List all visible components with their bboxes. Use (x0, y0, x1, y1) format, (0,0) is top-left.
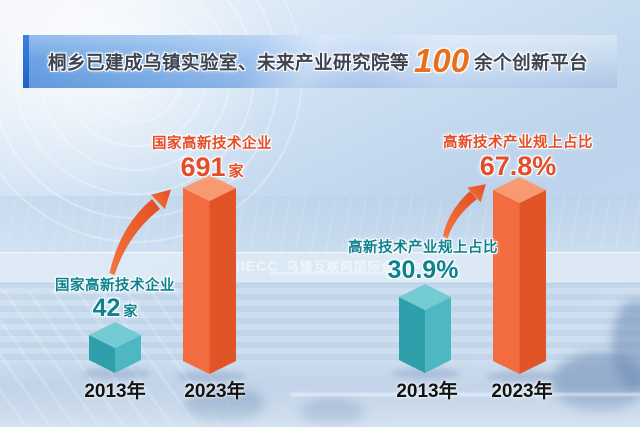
right-2023-value: 67.8% (436, 153, 600, 180)
right-2023-title: 高新技术产业规上占比 (443, 135, 593, 151)
left-bar-2013 (89, 322, 141, 373)
right-2013-title: 高新技术产业规上占比 (348, 240, 498, 256)
banner-accent-bar (23, 35, 29, 88)
right-2023-number: 67.8% (479, 151, 557, 181)
right-year-2023: 2023年 (491, 381, 553, 402)
left-2023-title: 国家高新技术企业 (152, 136, 272, 152)
left-2023-number: 691 (180, 152, 226, 182)
title-banner: 桐乡已建成乌镇实验室、未来产业研究院等 100 余个创新平台 (23, 35, 617, 88)
left-year-2023: 2023年 (184, 381, 246, 402)
left-2023-unit: 家 (228, 163, 244, 180)
bar-shadow (486, 371, 556, 382)
left-bar-2023 (183, 175, 236, 374)
left-2013-value: 42 家 (33, 296, 197, 321)
right-growth-arrow-icon (443, 184, 486, 239)
left-2023-value: 691 家 (130, 154, 294, 181)
background-fog (0, 385, 640, 427)
banner-sheen (29, 35, 617, 88)
right-year-2013: 2013年 (396, 381, 458, 402)
banner-background (29, 35, 617, 88)
left-2013-number: 42 (92, 294, 121, 322)
bar-shadow (82, 368, 150, 379)
right-2013-number: 30.9% (387, 256, 459, 284)
left-year-2013: 2013年 (84, 381, 146, 402)
right-bar-2023 (493, 177, 546, 374)
title-highlight-number: 100 (414, 41, 470, 79)
right-2013-value: 30.9% (342, 258, 504, 283)
left-2013-label: 国家高新技术企业 42 家 (33, 274, 197, 321)
building-sign: IIECC 乌镇互联网国际会展中心 (236, 256, 435, 276)
building-sign-text: 乌镇互联网国际会展中心 (286, 260, 435, 274)
building-sign-subtext (270, 272, 388, 275)
page-title: 桐乡已建成乌镇实验室、未来产业研究院等 100 余个创新平台 (48, 35, 588, 88)
building-sign-logo: IIECC (236, 258, 279, 274)
bar-shadow (392, 368, 460, 379)
title-part2: 余个创新平台 (474, 51, 589, 73)
right-bar-2013 (399, 284, 451, 373)
left-growth-arrow-icon (109, 189, 171, 275)
left-2023-label: 国家高新技术企业 691 家 (130, 132, 294, 181)
left-2013-title: 国家高新技术企业 (55, 278, 175, 294)
left-2013-unit: 家 (123, 303, 138, 319)
right-2023-label: 高新技术产业规上占比 67.8% (436, 131, 600, 180)
right-2013-label: 高新技术产业规上占比 30.9% (342, 236, 504, 283)
bar-shadow (176, 371, 246, 382)
title-part1: 桐乡已建成乌镇实验室、未来产业研究院等 (48, 51, 410, 73)
